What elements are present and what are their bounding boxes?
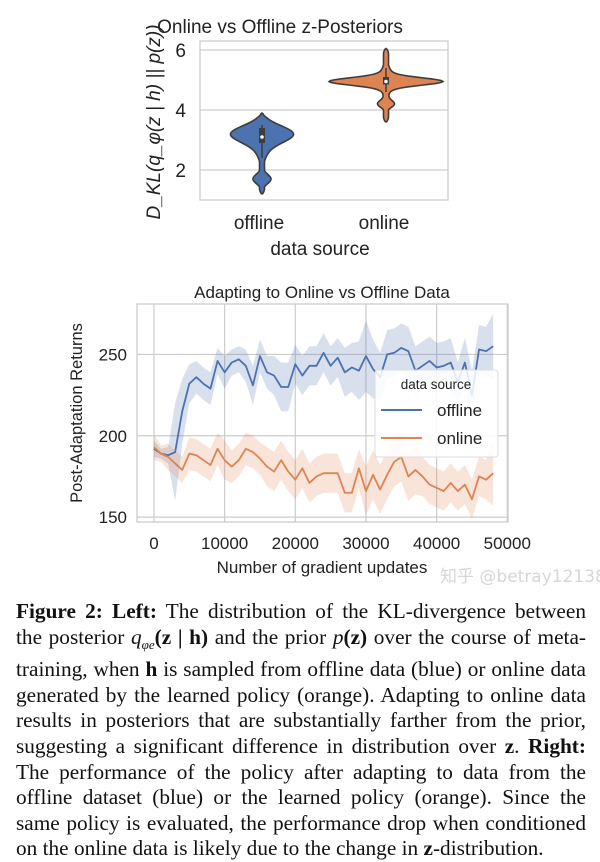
- legend-title: data source: [401, 377, 472, 392]
- legend-box: [374, 369, 499, 458]
- caption-text: is sampled from offline data (blue) or o…: [16, 657, 586, 758]
- violin-ytick-label: 4: [175, 101, 186, 122]
- violin-xlabel: data source: [270, 239, 369, 260]
- math-p-args: (z): [343, 624, 368, 649]
- math-p: p: [332, 624, 344, 649]
- violin-ytick-label: 6: [175, 41, 186, 62]
- figure-charts: Online vs Offline z-Posteriors 2 4 6 offli…: [68, 17, 531, 577]
- violin-chart: Online vs Offline z-Posteriors 2 4 6 offli…: [144, 17, 449, 260]
- line-xtick-label: 50000: [484, 534, 531, 553]
- line-xtick-label: 10000: [201, 534, 248, 553]
- math-q: q: [131, 624, 142, 649]
- legend-label-offline: offline: [437, 401, 482, 420]
- caption-right-label: Right:: [528, 733, 586, 758]
- line-ytick-label: 200: [99, 427, 127, 446]
- line-xtick-label: 30000: [342, 534, 389, 553]
- caption-text: over the course of meta-training, when: [16, 624, 586, 682]
- line-ytick-label: 250: [99, 345, 127, 364]
- line-ytick-label: 150: [99, 508, 127, 527]
- line-chart: Adapting to Online vs Offline Data 0 1000…: [68, 283, 531, 577]
- line-title: Adapting to Online vs Offline Data: [194, 283, 450, 302]
- math-q-args: (z | h): [154, 624, 209, 649]
- violin-ylabel: D_KL(q_φ(z | h) || p(z)): [144, 24, 165, 219]
- caption-left-label: Left:: [111, 599, 157, 623]
- line-xtick-label: 0: [149, 534, 158, 553]
- caption-text: .: [514, 733, 520, 758]
- line-xlabel: Number of gradient updates: [217, 558, 428, 577]
- violin-median-online: [384, 79, 388, 84]
- series-line-online: [153, 446, 494, 501]
- legend: data source offline online: [374, 369, 499, 458]
- caption-figure-label: Figure 2:: [16, 599, 103, 623]
- violin-xtick-offline: offline: [234, 213, 284, 234]
- legend-label-online: online: [437, 429, 482, 448]
- figure-caption: Figure 2: Left: The distribution of the …: [16, 599, 586, 862]
- caption-text: The performance of the policy after adap…: [16, 759, 586, 861]
- caption-text: and the prior: [214, 624, 327, 649]
- line-xtick-label: 40000: [413, 534, 460, 553]
- caption-text: The distribution of the KL-divergence be…: [16, 599, 586, 649]
- math-z: z: [423, 836, 433, 861]
- caption-text: -distribution.: [432, 836, 544, 861]
- violin-median-offline: [260, 135, 264, 139]
- violin-title: Online vs Offline z-Posteriors: [157, 17, 403, 38]
- math-q-subscript: φe: [141, 636, 155, 652]
- series-line-offline: [153, 345, 494, 457]
- violin-plot-area: [199, 40, 449, 201]
- math-h: h: [145, 657, 158, 682]
- violin-ytick-label: 2: [175, 161, 186, 182]
- math-z: z: [504, 733, 515, 758]
- line-ylabel: Post-Adaptation Returns: [68, 323, 86, 503]
- line-xtick-label: 20000: [272, 534, 319, 553]
- violin-xtick-online: online: [359, 213, 410, 234]
